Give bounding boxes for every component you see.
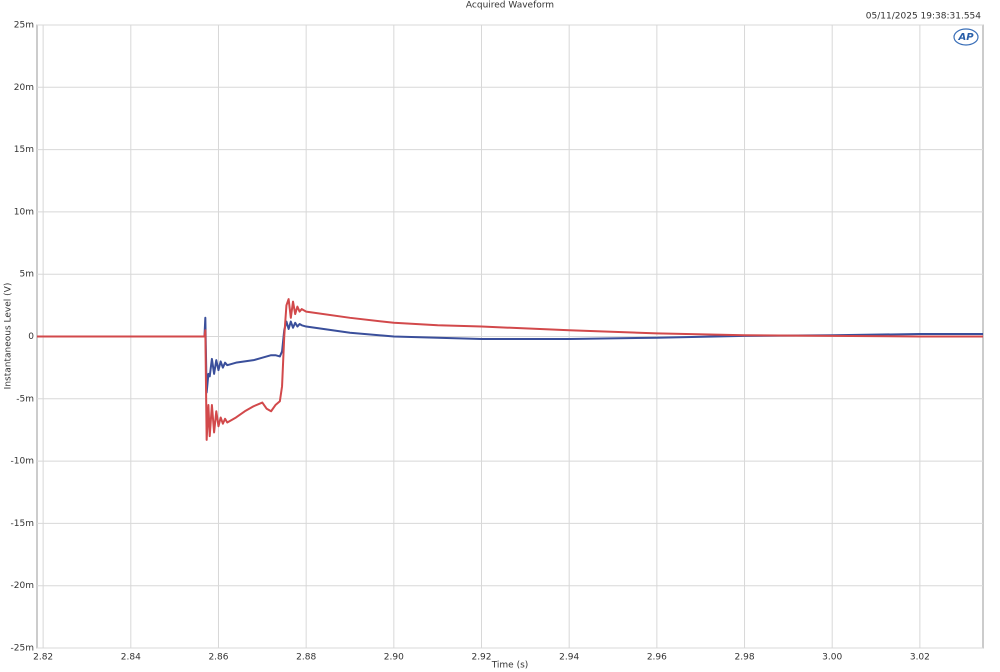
timestamp: 05/11/2025 19:38:31.554: [866, 12, 981, 22]
x-tick-label: 3.02: [910, 653, 930, 663]
x-tick-label: 2.86: [208, 653, 228, 663]
logo-ring: [953, 28, 979, 46]
y-axis-label: Instantaneous Level (V): [4, 283, 14, 390]
x-tick-label: 2.92: [471, 653, 491, 663]
x-tick-label: 2.88: [296, 653, 316, 663]
y-tick-label: 5m: [20, 270, 35, 280]
x-tick-label: 2.90: [384, 653, 404, 663]
x-tick-label: 2.96: [647, 653, 667, 663]
y-tick-label: -5m: [16, 394, 34, 404]
y-tick-label: -10m: [11, 457, 34, 467]
waveform-line: [37, 316, 983, 394]
y-tick-label: 10m: [14, 207, 34, 217]
logo: AP: [957, 32, 974, 43]
y-tick-label: 15m: [14, 145, 34, 155]
x-tick-label: 2.94: [559, 653, 579, 663]
chart-title: Acquired Waveform: [466, 1, 554, 11]
y-tick-label: -15m: [11, 519, 34, 529]
y-tick-label: 25m: [14, 21, 34, 31]
x-tick-label: 2.82: [33, 653, 53, 663]
y-tick-label: 0: [28, 332, 34, 342]
x-tick-label: 2.98: [735, 653, 755, 663]
y-tick-label: -25m: [11, 644, 34, 654]
x-tick-label: 3.00: [822, 653, 842, 663]
y-tick-label: 20m: [14, 83, 34, 93]
waveform-line: [37, 298, 983, 441]
x-tick-label: 2.84: [121, 653, 141, 663]
y-tick-label: -20m: [11, 581, 34, 591]
x-axis-label: Time (s): [491, 661, 529, 671]
